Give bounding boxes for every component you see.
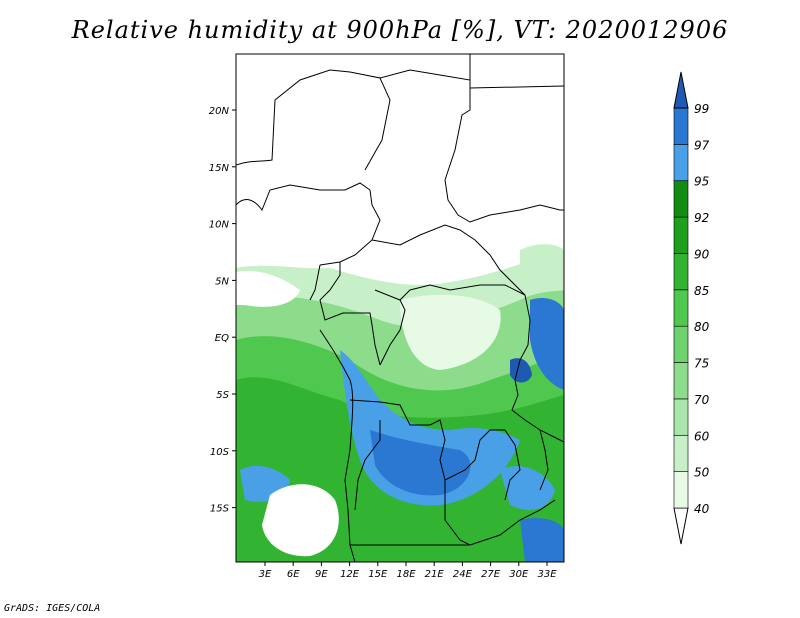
colorbar-segment [673, 398, 689, 436]
lat-tick-label: 10S [210, 447, 230, 458]
lon-tick-label: 21E [425, 569, 445, 580]
lon-tick-label: 27E [481, 569, 501, 580]
colorbar-segment [673, 325, 689, 363]
map-frame [235, 53, 565, 563]
colorbar: 40 50 60 70 75 80 85 90 92 95 97 99 [673, 71, 710, 545]
colorbar-label: 97 [694, 138, 710, 152]
colorbar-segment [673, 107, 689, 145]
lon-tick-label: 6E [287, 569, 300, 580]
longitude-axis: 3E 6E 9E 12E 15E 18E 21E 24E 27E 30E 33E [259, 562, 557, 580]
colorbar-high-triangle [673, 71, 689, 109]
lat-tick-label: EQ [215, 333, 229, 344]
colorbar-segment [673, 289, 689, 327]
lon-tick-label: 33E [537, 569, 557, 580]
lat-tick-label: 5N [215, 276, 229, 287]
colorbar-label: 75 [694, 357, 709, 371]
colorbar-segment [673, 144, 689, 182]
colorbar-label: 95 [694, 175, 709, 189]
colorbar-label: 90 [694, 247, 710, 261]
colorbar-label: 80 [694, 320, 710, 334]
colorbar-label: 50 [694, 466, 710, 480]
colorbar-low-triangle [673, 507, 689, 545]
colorbar-segment [673, 180, 689, 218]
colorbar-label: 70 [694, 393, 710, 407]
lon-tick-label: 18E [396, 569, 416, 580]
lon-tick-label: 12E [340, 569, 360, 580]
colorbar-segment [673, 216, 689, 254]
lon-tick-label: 24E [453, 569, 473, 580]
colorbar-label: 60 [694, 429, 710, 443]
lat-tick-label: 15S [210, 504, 230, 515]
chart-title: Relative humidity at 900hPa [%], VT: 202… [71, 16, 729, 44]
country-borders [236, 54, 564, 562]
lat-tick-label: 5S [216, 390, 229, 401]
colorbar-label: 85 [694, 284, 709, 298]
colorbar-segment [673, 434, 689, 472]
colorbar-segment [673, 362, 689, 400]
latitude-axis: 20N 15N 10N 5N EQ 5S 10S 15S [209, 106, 236, 515]
colorbar-label: 40 [694, 502, 710, 516]
colorbar-label: 92 [694, 211, 709, 225]
colorbar-segment [673, 253, 689, 291]
colorbar-label: 99 [694, 102, 709, 116]
lat-tick-label: 15N [209, 163, 230, 174]
lon-tick-label: 9E [315, 569, 328, 580]
lat-tick-label: 20N [209, 106, 230, 117]
lon-tick-label: 15E [368, 569, 388, 580]
lon-tick-label: 30E [509, 569, 529, 580]
lat-tick-label: 10N [209, 220, 230, 231]
humidity-field [236, 54, 564, 562]
grads-credit: GrADS: IGES/COLA [4, 603, 101, 614]
colorbar-segment [673, 471, 689, 509]
lon-tick-label: 3E [259, 569, 272, 580]
